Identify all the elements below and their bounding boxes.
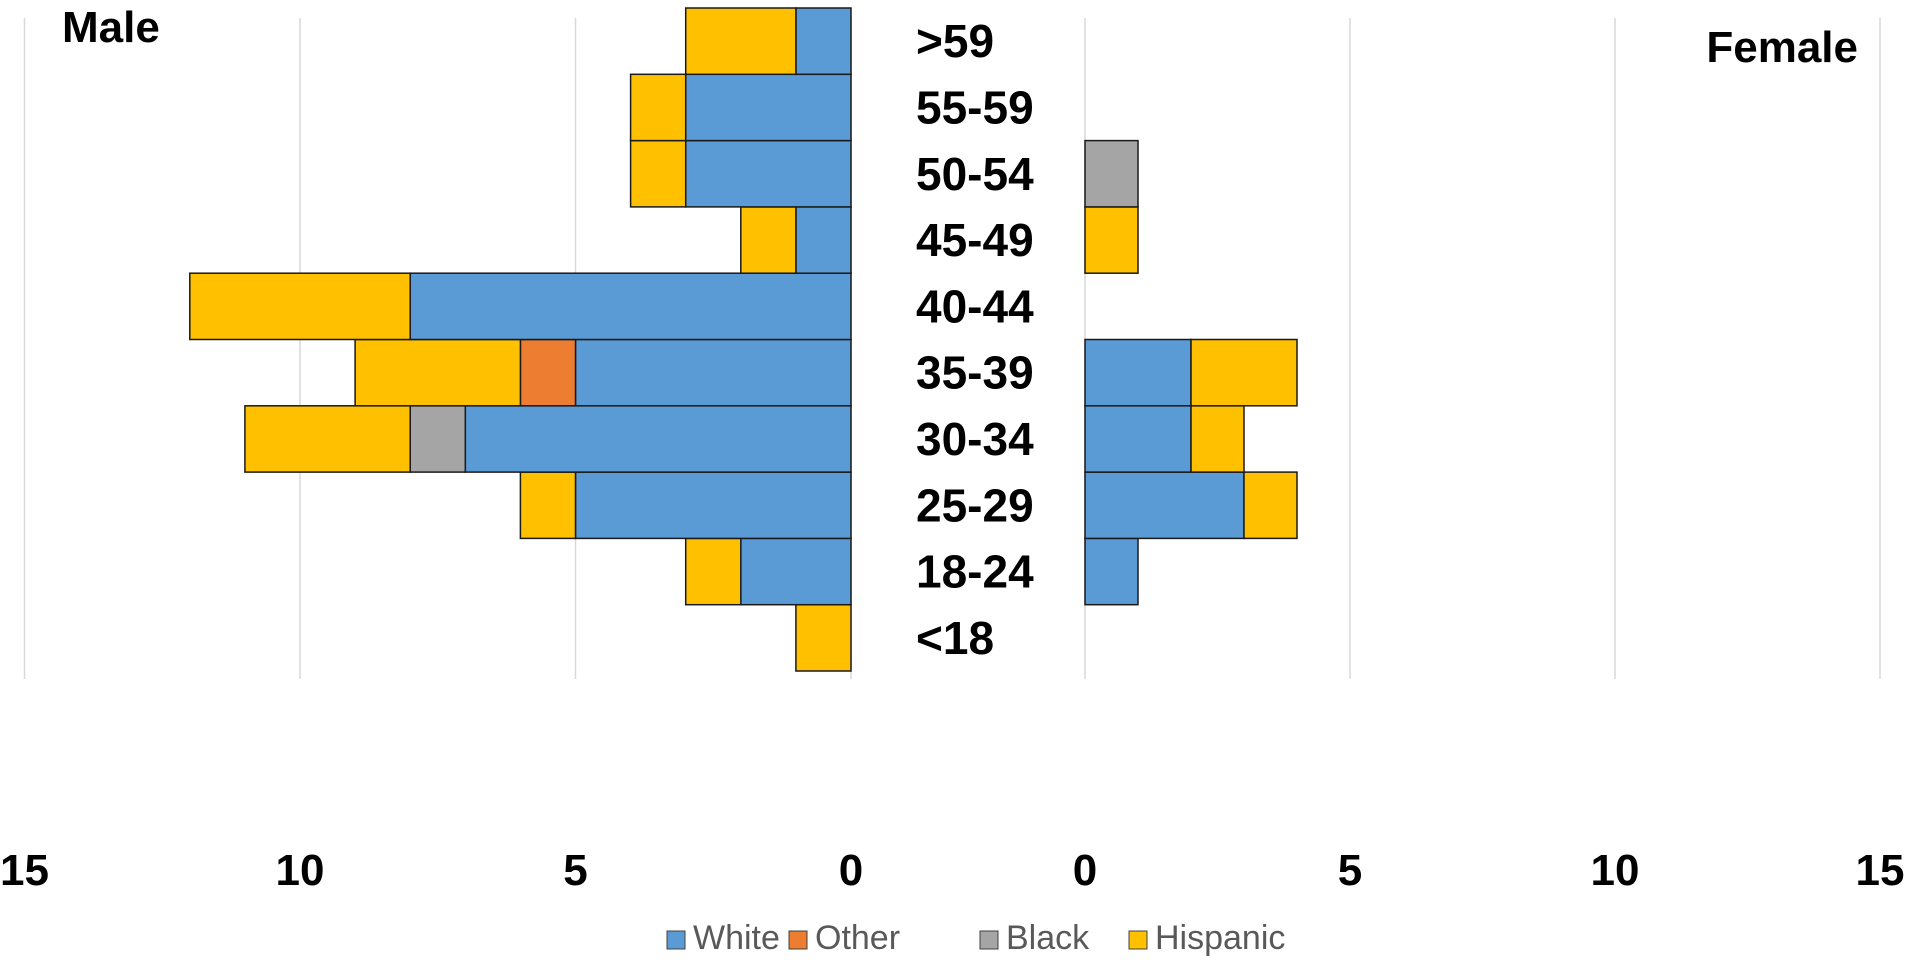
female-tick-label-10: 10 bbox=[1591, 846, 1640, 895]
male-bar-white-35-39 bbox=[574, 338, 852, 407]
bars bbox=[189, 7, 1298, 672]
age-label-35-39: 35-39 bbox=[916, 347, 1034, 399]
male-bar-white-50-54 bbox=[684, 139, 852, 208]
female-bar-hispanic-30-34 bbox=[1190, 405, 1245, 473]
female-tick-label-0: 0 bbox=[1073, 846, 1097, 895]
axis-tick-labels: 0 5 10 15 0 5 10 15 bbox=[0, 846, 1904, 895]
legend: White Other Black Hispanic bbox=[666, 919, 1285, 957]
female-tick-label-15: 15 bbox=[1856, 846, 1905, 895]
male-bar-black-30-34 bbox=[409, 405, 467, 473]
male-bar-hispanic-55-59 bbox=[629, 73, 687, 142]
legend-label-black: Black bbox=[1006, 919, 1090, 957]
male-bar-hispanic-30-34 bbox=[244, 405, 411, 473]
male-tick-label-0: 0 bbox=[839, 846, 863, 895]
male-bar-hispanic-over-59 bbox=[684, 7, 797, 76]
age-label-40-44: 40-44 bbox=[916, 280, 1034, 332]
male-bar-white-40-44 bbox=[409, 272, 852, 341]
male-bar-other-35-39 bbox=[519, 338, 577, 407]
female-bar-hispanic-35-39 bbox=[1190, 338, 1298, 407]
legend-label-other: Other bbox=[815, 919, 900, 957]
male-bar-hispanic-35-39 bbox=[354, 338, 522, 407]
legend-label-white: White bbox=[693, 919, 780, 957]
female-bar-white-30-34 bbox=[1084, 405, 1192, 473]
male-bar-white-over-59 bbox=[795, 7, 852, 76]
male-bar-white-30-34 bbox=[464, 405, 852, 473]
male-bar-hispanic-25-29 bbox=[519, 471, 577, 540]
male-bar-white-25-29 bbox=[574, 471, 852, 540]
male-panel-title: Male bbox=[62, 3, 160, 52]
male-bar-hispanic-under-18 bbox=[795, 603, 852, 672]
female-bar-white-35-39 bbox=[1084, 338, 1192, 407]
age-label-under-18: <18 bbox=[916, 612, 994, 664]
legend-swatch-other bbox=[788, 930, 808, 950]
age-label-30-34: 30-34 bbox=[916, 413, 1034, 465]
male-tick-label-5: 5 bbox=[563, 846, 587, 895]
age-group-labels: >59 55-59 50-54 45-49 40-44 35-39 30-34 25-29 18… bbox=[916, 15, 1034, 664]
female-bar-black-50-54 bbox=[1084, 139, 1139, 208]
age-label-over-59: >59 bbox=[916, 15, 994, 67]
age-label-55-59: 55-59 bbox=[916, 81, 1034, 133]
age-label-45-49: 45-49 bbox=[916, 214, 1034, 266]
legend-label-hispanic: Hispanic bbox=[1155, 919, 1285, 957]
male-bar-hispanic-18-24 bbox=[684, 537, 742, 606]
male-bar-hispanic-50-54 bbox=[629, 139, 687, 208]
male-bar-hispanic-40-44 bbox=[189, 272, 411, 341]
panel-titles: Male Female bbox=[62, 3, 1858, 72]
legend-swatch-hispanic bbox=[1128, 930, 1148, 950]
female-tick-label-5: 5 bbox=[1338, 846, 1362, 895]
age-label-50-54: 50-54 bbox=[916, 148, 1034, 200]
male-tick-label-15: 15 bbox=[0, 846, 49, 895]
male-bar-hispanic-45-49 bbox=[740, 206, 797, 274]
female-bar-white-25-29 bbox=[1084, 471, 1245, 540]
legend-swatch-white bbox=[666, 930, 686, 950]
male-bar-white-45-49 bbox=[795, 206, 852, 274]
female-bar-hispanic-45-49 bbox=[1084, 206, 1139, 274]
female-panel-title: Female bbox=[1706, 23, 1858, 72]
male-bar-white-18-24 bbox=[740, 537, 852, 606]
female-bar-hispanic-25-29 bbox=[1243, 471, 1298, 540]
age-label-25-29: 25-29 bbox=[916, 479, 1034, 531]
male-tick-label-10: 10 bbox=[276, 846, 325, 895]
female-bar-white-18-24 bbox=[1084, 537, 1139, 606]
male-bar-white-55-59 bbox=[684, 73, 852, 142]
legend-swatch-black bbox=[979, 930, 999, 950]
age-label-18-24: 18-24 bbox=[916, 546, 1034, 598]
